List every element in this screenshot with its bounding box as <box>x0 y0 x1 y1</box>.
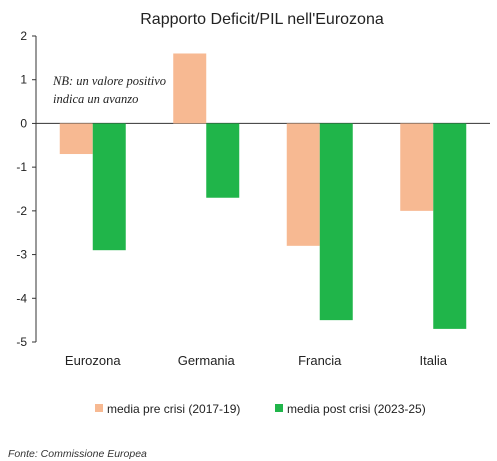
legend-label: media post crisi (2023-25) <box>287 402 426 416</box>
legend: media pre crisi (2017-19) media post cris… <box>95 402 426 416</box>
annotation-line-1: NB: un valore positivo <box>52 74 166 88</box>
category-labels: Eurozona Germania Francia Italia <box>65 353 448 368</box>
bar-post-crisi-germania <box>206 123 240 198</box>
bar-pre-crisi-italia <box>400 123 434 211</box>
source-note: Fonte: Commissione Europea <box>8 448 147 460</box>
legend-swatch <box>275 404 283 412</box>
bar-post-crisi-italia <box>433 123 467 329</box>
bar-post-crisi-eurozona <box>92 123 126 251</box>
y-tick-label: -1 <box>16 160 27 174</box>
bar-pre-crisi-francia <box>286 123 320 246</box>
x-category-label: Italia <box>420 353 448 368</box>
y-tick-label: -2 <box>16 204 27 218</box>
x-category-label: Germania <box>178 353 236 368</box>
x-category-label: Francia <box>298 353 342 368</box>
legend-swatch <box>95 404 103 412</box>
legend-label: media pre crisi (2017-19) <box>107 402 240 416</box>
y-tick-label: 0 <box>20 116 27 130</box>
annotation-line-2: indica un avanzo <box>53 92 138 106</box>
x-category-label: Eurozona <box>65 353 121 368</box>
chart-title: Rapporto Deficit/PIL nell'Eurozona <box>140 11 384 28</box>
bar-post-crisi-francia <box>319 123 353 321</box>
y-tick-label: -3 <box>16 248 27 262</box>
bar-pre-crisi-eurozona <box>59 123 93 155</box>
bars <box>59 53 467 329</box>
y-tick-label: 1 <box>20 73 27 87</box>
y-tick-label: 2 <box>20 29 27 43</box>
bar-pre-crisi-germania <box>173 53 207 124</box>
y-tick-label: -4 <box>16 291 27 305</box>
y-tick-label: -5 <box>16 335 27 349</box>
